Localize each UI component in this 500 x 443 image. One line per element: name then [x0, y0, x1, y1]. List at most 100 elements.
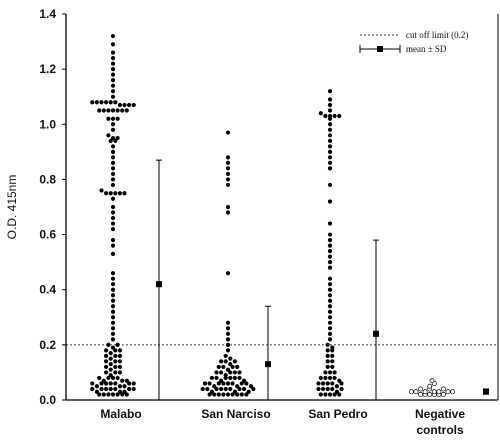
data-point	[120, 378, 125, 383]
data-point	[104, 370, 109, 375]
data-point	[110, 251, 116, 256]
data-point	[327, 127, 333, 132]
data-point	[337, 378, 342, 383]
data-point	[225, 271, 231, 276]
data-point	[327, 287, 333, 292]
data-point	[327, 182, 333, 188]
data-point	[99, 381, 104, 386]
data-point	[90, 386, 95, 392]
data-point	[228, 362, 233, 367]
y-tick-label: 0.2	[39, 338, 56, 352]
data-point	[94, 100, 99, 105]
data-point	[113, 353, 118, 358]
data-point	[327, 89, 333, 94]
data-point	[113, 138, 118, 143]
data-point	[110, 304, 116, 309]
data-point	[223, 373, 228, 378]
data-point	[110, 237, 116, 243]
data-point	[108, 381, 113, 386]
data-point	[427, 392, 433, 397]
data-point	[327, 166, 333, 171]
data-point	[237, 375, 242, 381]
data-point	[113, 100, 118, 105]
legend-mean-sd-swatch	[359, 45, 401, 53]
y-axis-title: O.D. 415nm	[5, 175, 19, 240]
data-point	[327, 375, 333, 381]
data-point	[117, 191, 122, 196]
data-point	[110, 33, 116, 39]
x-category-label: San Narciso	[201, 407, 270, 421]
data-point	[225, 342, 231, 347]
data-point	[327, 298, 333, 303]
legend-cutoff-label: cut off limit (0.2)	[406, 30, 468, 40]
mean-sd-bar	[265, 305, 271, 400]
data-point	[117, 102, 122, 108]
data-point	[221, 364, 226, 370]
data-point	[110, 271, 116, 276]
data-point	[117, 370, 122, 375]
data-point	[106, 108, 111, 113]
data-point	[122, 389, 127, 394]
data-point	[104, 353, 109, 358]
data-point	[131, 102, 136, 108]
data-point	[101, 108, 106, 113]
data-point	[244, 392, 249, 397]
data-point	[209, 375, 214, 381]
data-point	[110, 182, 116, 188]
data-point	[122, 384, 127, 389]
data-point	[104, 386, 109, 392]
data-point	[225, 177, 231, 182]
data-point	[327, 122, 333, 127]
y-tick-label: 0.6	[39, 228, 56, 242]
data-point	[337, 113, 342, 119]
data-point	[97, 375, 102, 381]
data-point	[110, 331, 116, 336]
data-point	[104, 359, 109, 364]
data-point	[232, 359, 237, 364]
data-point	[117, 348, 122, 353]
data-point	[327, 113, 333, 119]
data-point	[316, 381, 321, 386]
data-point	[225, 348, 231, 353]
data-point	[221, 381, 226, 386]
data-point	[110, 309, 116, 314]
data-point	[228, 370, 233, 375]
data-point	[431, 389, 437, 395]
data-point	[413, 389, 419, 395]
y-tick-label: 0.0	[39, 393, 56, 407]
data-point	[117, 384, 122, 389]
data-point	[110, 42, 116, 47]
data-point	[104, 191, 109, 196]
data-point	[122, 102, 127, 108]
data-point	[325, 386, 330, 392]
y-tick-label: 0.4	[39, 283, 56, 297]
data-point	[108, 373, 113, 378]
data-point	[327, 326, 333, 331]
data-point	[239, 381, 244, 386]
data-point	[216, 381, 221, 386]
data-point	[327, 331, 333, 336]
data-point	[445, 389, 451, 395]
data-point	[327, 304, 333, 309]
data-point	[327, 392, 333, 397]
data-point	[115, 116, 120, 121]
data-point	[104, 348, 109, 353]
data-point	[90, 100, 95, 105]
data-point	[327, 160, 333, 165]
data-point	[325, 353, 330, 358]
data-point	[108, 386, 113, 392]
data-point	[327, 144, 333, 149]
data-point	[110, 155, 116, 160]
data-point	[214, 386, 219, 392]
data-point	[110, 276, 116, 281]
data-point	[225, 392, 231, 397]
mean-sd-bar	[483, 388, 489, 395]
data-point	[327, 108, 333, 113]
data-point	[228, 356, 233, 361]
data-point	[235, 384, 240, 389]
data-point	[337, 392, 342, 397]
data-point	[223, 353, 228, 358]
data-point	[110, 122, 116, 127]
data-point	[115, 108, 120, 113]
data-point	[418, 392, 423, 397]
